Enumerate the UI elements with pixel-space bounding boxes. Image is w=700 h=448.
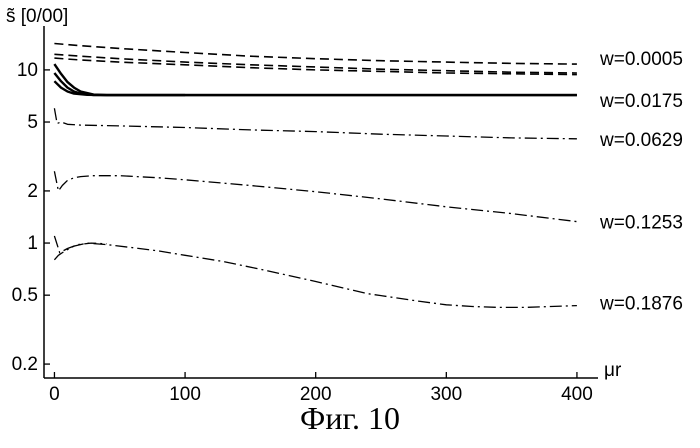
y-axis-title: s̃ [0/00]: [6, 6, 68, 27]
series-w=0.0629: [54, 108, 577, 139]
series-line: [54, 54, 577, 73]
series-line: [54, 243, 577, 307]
x-axis-title: μr: [604, 360, 622, 381]
series-label: w=0.0629: [599, 130, 683, 151]
series-label: w=0.0175: [599, 91, 683, 112]
figure-caption: Фиг. 10: [0, 400, 700, 437]
series-line: [54, 64, 577, 95]
series-w=0.0005: [54, 44, 577, 75]
series-w=0.1876: [54, 236, 577, 308]
series-line: [54, 108, 577, 139]
series-line: [54, 73, 577, 95]
axes: 0.20.5125100100200300400s̃ [0/00]μr: [6, 6, 622, 405]
y-tick-label: 1: [27, 233, 38, 254]
labels-layer: w=0.0005 w=0.0175 w=0.0629 w=0.1253 w=0.1876: [599, 49, 683, 315]
series-w=0.1253: [54, 171, 577, 221]
series-w=0.0175: [54, 64, 577, 95]
series-layer: [54, 44, 577, 308]
series-label: w=0.0005: [599, 49, 683, 70]
y-tick-label: 10: [17, 60, 38, 81]
series-line: [54, 44, 577, 65]
series-line: [54, 171, 577, 221]
series-label: w=0.1876: [599, 294, 683, 315]
y-tick-label: 5: [27, 112, 38, 133]
series-label: w=0.1253: [599, 213, 683, 234]
y-tick-label: 0.5: [12, 285, 38, 306]
y-tick-label: 2: [27, 181, 38, 202]
y-tick-label: 0.2: [12, 354, 38, 375]
series-line: [54, 58, 577, 75]
